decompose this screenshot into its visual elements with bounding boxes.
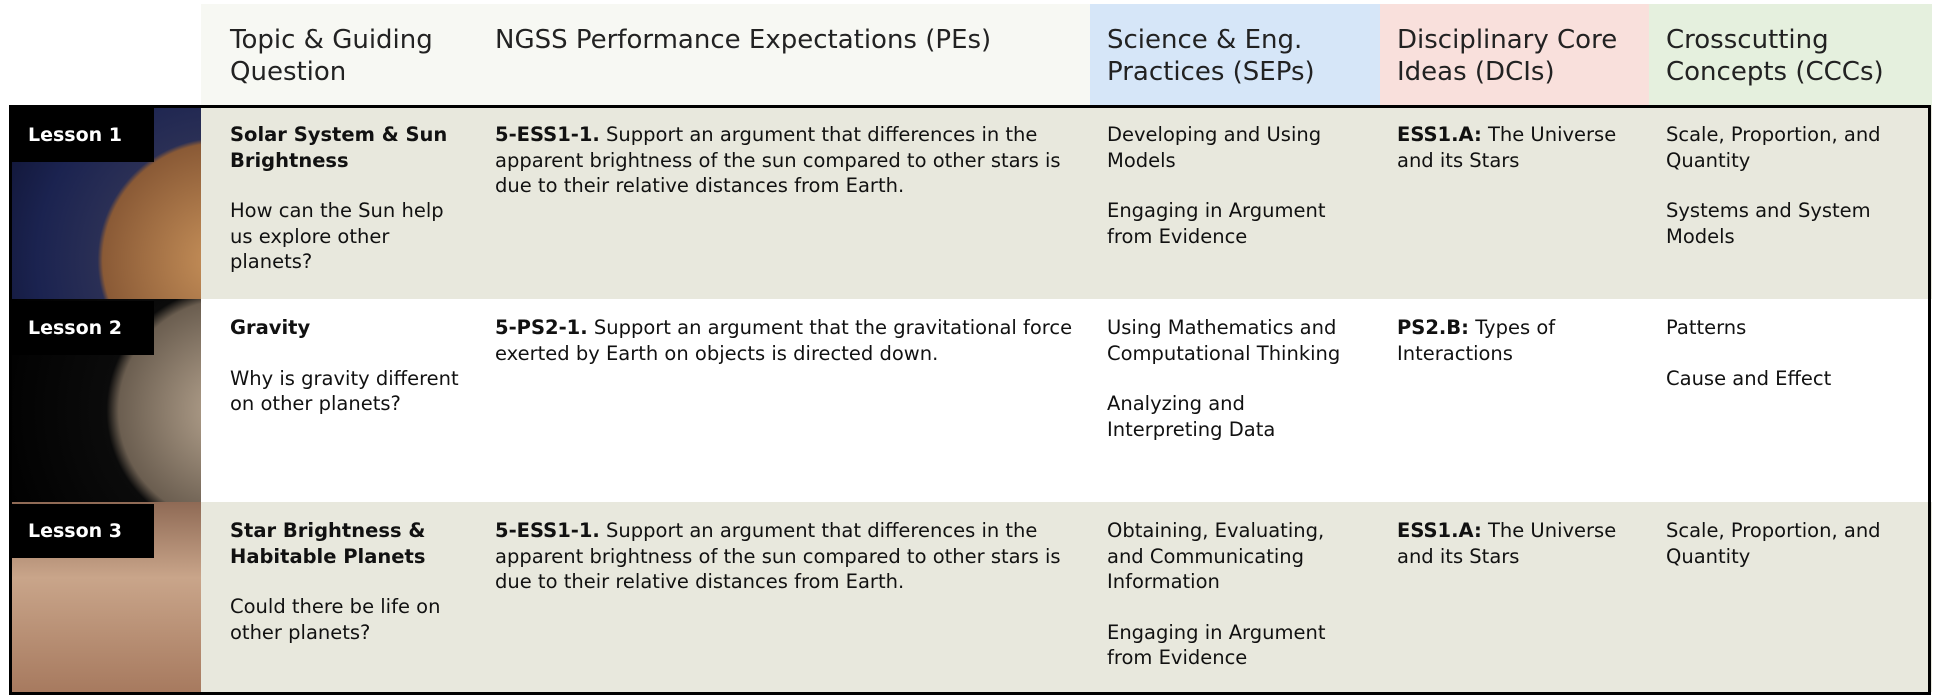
table-cell: 5-PS2-1. Support an argument that the gr…	[478, 299, 1090, 502]
header-cell: Science & Eng. Practices (SEPs)	[1090, 4, 1380, 106]
sep: Engaging in Argument from Evidence	[1107, 199, 1326, 248]
table-cell: Solar System & Sun Brightness How can the…	[201, 106, 478, 299]
header-text: Crosscutting Concepts (CCCs)	[1666, 25, 1884, 87]
header-cell: Disciplinary Core Ideas (DCIs)	[1380, 4, 1649, 106]
topic: Star Brightness & Habitable Planets	[230, 519, 426, 568]
ccc: Cause and Effect	[1666, 366, 1832, 390]
dci-code: ESS1.A:	[1397, 519, 1482, 542]
table-cell: Star Brightness & Habitable Planets Could…	[201, 502, 478, 692]
dci-code: ESS1.A:	[1397, 123, 1482, 146]
table-cell: Scale, Proportion, and Quantity	[1649, 502, 1932, 692]
sep: Analyzing and Interpreting Data	[1107, 392, 1276, 441]
table-cell: Obtaining, Evaluating, and Communicating…	[1090, 502, 1380, 692]
topic: Gravity	[230, 316, 311, 339]
table-cell: Patterns Cause and Effect	[1649, 299, 1932, 502]
sep: Developing and Using Models	[1107, 123, 1322, 172]
pe-text: Support an argument that differences in …	[495, 123, 1061, 197]
header-cell: NGSS Performance Expectations (PEs)	[478, 4, 1090, 106]
dci-code: PS2.B:	[1397, 316, 1469, 339]
header-text: NGSS Performance Expectations (PEs)	[495, 25, 992, 55]
ccc: Systems and System Models	[1666, 199, 1871, 248]
header-cell: Crosscutting Concepts (CCCs)	[1649, 4, 1932, 106]
table-cell: Scale, Proportion, and Quantity Systems a…	[1649, 106, 1932, 299]
lesson-label: Lesson 2	[10, 301, 154, 355]
lesson-label: Lesson 1	[10, 108, 154, 162]
lesson-label: Lesson 3	[10, 504, 154, 558]
header-cell: Topic & Guiding Question	[201, 4, 478, 106]
header-text: Topic & Guiding Question	[230, 25, 433, 87]
dci-text: The Universe and its Stars	[1397, 123, 1617, 172]
guiding-question: Why is gravity different on other planet…	[230, 366, 459, 416]
table-cell: 5-ESS1-1. Support an argument that diffe…	[478, 502, 1090, 692]
pe-code: 5-ESS1-1.	[495, 519, 600, 542]
pe: 5-PS2-1. Support an argument that the gr…	[495, 315, 1076, 366]
table-cell: ESS1.A: The Universe and its Stars	[1380, 502, 1649, 692]
header-text: Disciplinary Core Ideas (DCIs)	[1397, 25, 1618, 87]
table-cell: 5-ESS1-1. Support an argument that diffe…	[478, 106, 1090, 299]
header-text: Science & Eng. Practices (SEPs)	[1107, 25, 1315, 87]
guiding-question: Could there be life on other planets?	[230, 595, 441, 644]
sep: Using Mathematics and Computational Thin…	[1107, 316, 1341, 365]
table-cell: ESS1.A: The Universe and its Stars	[1380, 106, 1649, 299]
sep: Obtaining, Evaluating, and Communicating…	[1107, 519, 1325, 593]
table-cell: Using Mathematics and Computational Thin…	[1090, 299, 1380, 502]
dci: PS2.B: Types of Interactions	[1397, 315, 1635, 366]
sep: Engaging in Argument from Evidence	[1107, 620, 1326, 670]
table-cell: Gravity Why is gravity different on other…	[201, 299, 478, 502]
ccc: Patterns	[1666, 316, 1747, 339]
guiding-question: How can the Sun help us explore other pl…	[230, 199, 444, 273]
dci: ESS1.A: The Universe and its Stars	[1397, 122, 1635, 173]
pe: 5-ESS1-1. Support an argument that diffe…	[495, 518, 1076, 595]
table-cell: Developing and Using Models Engaging in A…	[1090, 106, 1380, 299]
topic: Solar System & Sun Brightness	[230, 123, 448, 172]
pe: 5-ESS1-1. Support an argument that diffe…	[495, 122, 1076, 199]
pe-code: 5-PS2-1.	[495, 316, 588, 339]
ccc: Scale, Proportion, and Quantity	[1666, 123, 1881, 172]
pe-text: Support an argument that differences in …	[495, 519, 1061, 593]
pe-code: 5-ESS1-1.	[495, 123, 600, 146]
dci: ESS1.A: The Universe and its Stars	[1397, 518, 1635, 569]
dci-text: The Universe and its Stars	[1397, 519, 1617, 568]
ccc: Scale, Proportion, and Quantity	[1666, 519, 1881, 568]
pe-text: Support an argument that the gravitation…	[495, 316, 1073, 365]
dci-text: Types of Interactions	[1397, 316, 1556, 365]
table-cell: PS2.B: Types of Interactions	[1380, 299, 1649, 502]
